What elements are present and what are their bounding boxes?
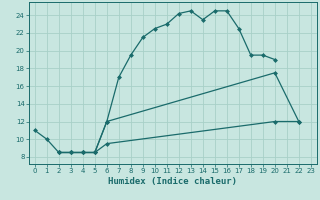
X-axis label: Humidex (Indice chaleur): Humidex (Indice chaleur) xyxy=(108,177,237,186)
